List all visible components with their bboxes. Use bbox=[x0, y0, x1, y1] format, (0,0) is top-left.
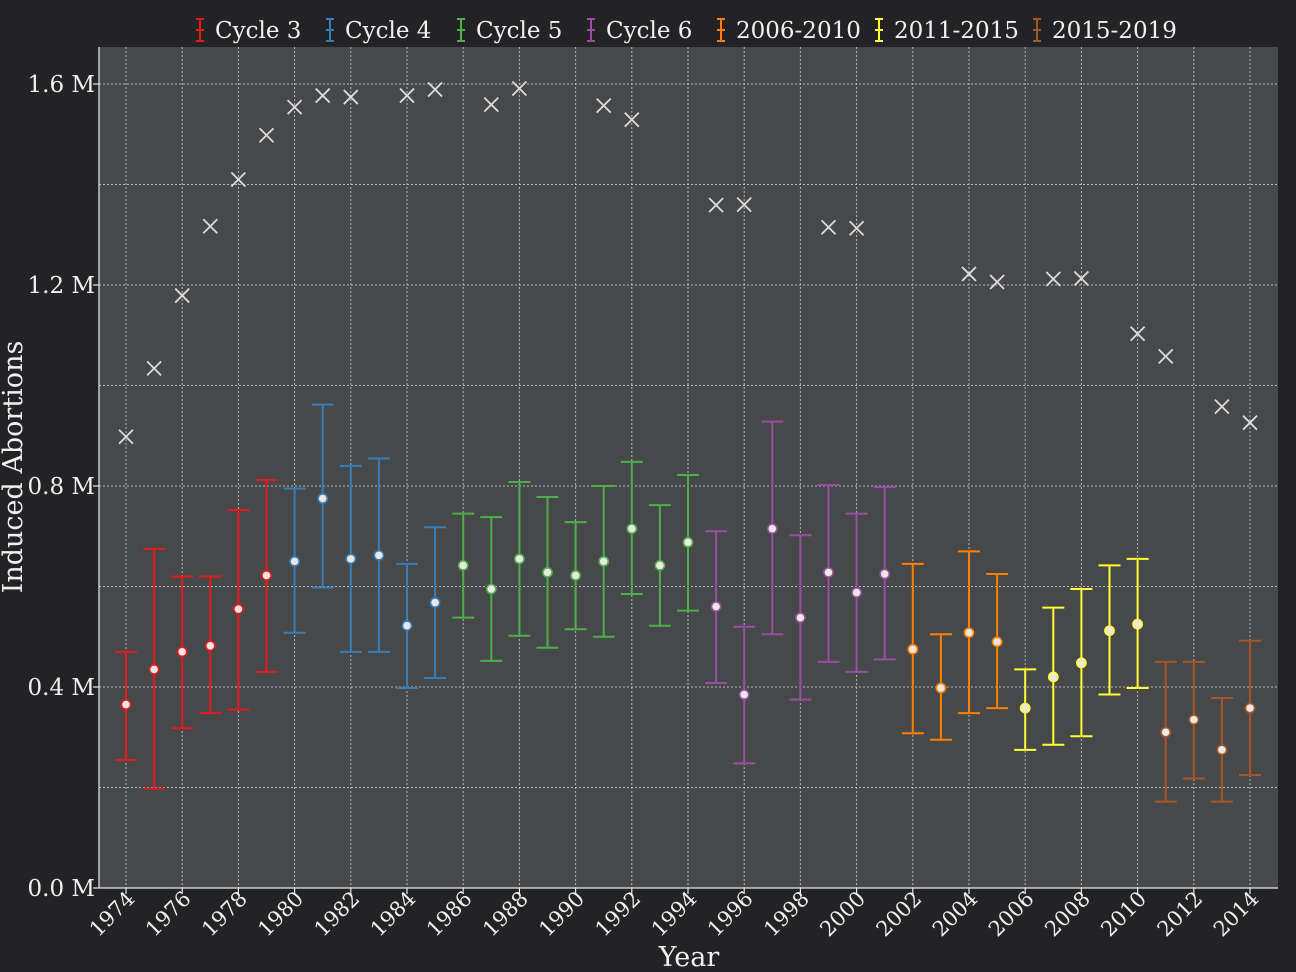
reference-marker bbox=[1129, 326, 1146, 342]
reference-marker bbox=[343, 89, 359, 105]
y-tick-label: 1.2 M bbox=[28, 273, 95, 299]
reference-marker bbox=[1045, 271, 1061, 287]
reference-marker bbox=[286, 99, 303, 115]
data-point bbox=[457, 559, 469, 571]
data-point bbox=[766, 523, 778, 535]
reference-marker bbox=[1158, 348, 1174, 364]
data-point bbox=[317, 493, 329, 504]
legend-item: Cycle 4 bbox=[326, 18, 431, 44]
reference-marker bbox=[848, 220, 865, 236]
data-point bbox=[795, 612, 806, 624]
reference-marker bbox=[399, 87, 415, 104]
reference-marker bbox=[961, 266, 977, 282]
data-point bbox=[738, 689, 750, 700]
data-point bbox=[1076, 657, 1087, 669]
reference-marker bbox=[174, 287, 190, 304]
reference-marker bbox=[511, 80, 528, 97]
legend: Cycle 3 Cycle 4 Cycle 5 Cycle 6 2006-2010 201… bbox=[196, 18, 1177, 44]
y-tick-label: 0.4 M bbox=[28, 675, 95, 701]
reference-marker bbox=[820, 219, 837, 235]
data-point bbox=[1244, 702, 1256, 714]
data-point bbox=[626, 523, 638, 535]
legend-item: Cycle 6 bbox=[587, 18, 692, 44]
y-tick-label: 0.8 M bbox=[28, 474, 95, 500]
data-point bbox=[401, 620, 413, 632]
y-tick-label: 0.0 M bbox=[28, 876, 95, 902]
reference-marker bbox=[1242, 415, 1258, 431]
data-point bbox=[1019, 702, 1031, 714]
data-point bbox=[429, 597, 441, 608]
data-point bbox=[1047, 671, 1059, 683]
reference-marker bbox=[989, 274, 1005, 290]
data-point bbox=[485, 583, 497, 595]
data-point bbox=[148, 664, 160, 675]
data-point bbox=[991, 636, 1003, 648]
data-point bbox=[1216, 744, 1228, 756]
data-point bbox=[514, 553, 525, 565]
data-point bbox=[710, 601, 722, 612]
reference-marker bbox=[146, 360, 162, 377]
data-point bbox=[345, 553, 357, 565]
reference-marker bbox=[230, 171, 247, 188]
legend-label: 2015-2019 bbox=[1052, 18, 1177, 44]
data-point bbox=[1132, 618, 1143, 630]
reference-marker bbox=[708, 197, 724, 213]
data-point bbox=[232, 603, 244, 615]
data-point bbox=[907, 643, 919, 655]
data-point bbox=[935, 682, 947, 694]
reference-marker bbox=[483, 96, 499, 113]
reference-marker bbox=[596, 97, 612, 114]
reference-marker bbox=[202, 218, 218, 234]
legend-item: Cycle 3 bbox=[196, 18, 301, 44]
reference-marker bbox=[427, 81, 443, 98]
y-axis-label: Induced Abortions bbox=[0, 341, 29, 594]
data-point bbox=[851, 587, 862, 598]
legend-item: 2011-2015 bbox=[875, 18, 1019, 44]
data-point bbox=[570, 570, 581, 581]
data-point bbox=[879, 568, 891, 580]
data-point bbox=[542, 567, 553, 578]
legend-label: Cycle 5 bbox=[476, 18, 562, 44]
data-point bbox=[261, 570, 272, 581]
reference-marker bbox=[315, 87, 331, 104]
legend-item: 2006-2010 bbox=[717, 18, 861, 44]
reference-marker bbox=[1214, 398, 1230, 415]
data-point bbox=[1188, 714, 1200, 726]
data-point bbox=[373, 549, 385, 561]
data-point bbox=[598, 555, 610, 567]
legend-label: 2011-2015 bbox=[894, 18, 1019, 44]
y-tick-label: 1.6 M bbox=[28, 72, 95, 98]
data-point bbox=[176, 646, 188, 658]
reference-marker bbox=[118, 429, 134, 445]
data-point bbox=[120, 699, 132, 710]
data-point bbox=[1160, 726, 1172, 738]
reference-marker bbox=[624, 112, 640, 128]
legend-item: 2015-2019 bbox=[1033, 18, 1177, 44]
legend-label: Cycle 3 bbox=[215, 18, 301, 44]
x-axis-label: Year bbox=[658, 942, 720, 972]
legend-label: 2006-2010 bbox=[736, 18, 861, 44]
data-point bbox=[1104, 625, 1115, 637]
data-point bbox=[823, 567, 834, 578]
data-point bbox=[289, 555, 300, 567]
legend-label: Cycle 6 bbox=[606, 18, 692, 44]
data-point bbox=[654, 559, 666, 571]
reference-marker bbox=[258, 127, 275, 143]
legend-label: Cycle 4 bbox=[345, 18, 431, 44]
data-point bbox=[682, 536, 694, 548]
data-point bbox=[204, 640, 216, 652]
legend-item: Cycle 5 bbox=[457, 18, 562, 44]
reference-marker bbox=[1073, 270, 1090, 287]
data-point bbox=[963, 627, 975, 639]
reference-marker bbox=[736, 196, 752, 213]
